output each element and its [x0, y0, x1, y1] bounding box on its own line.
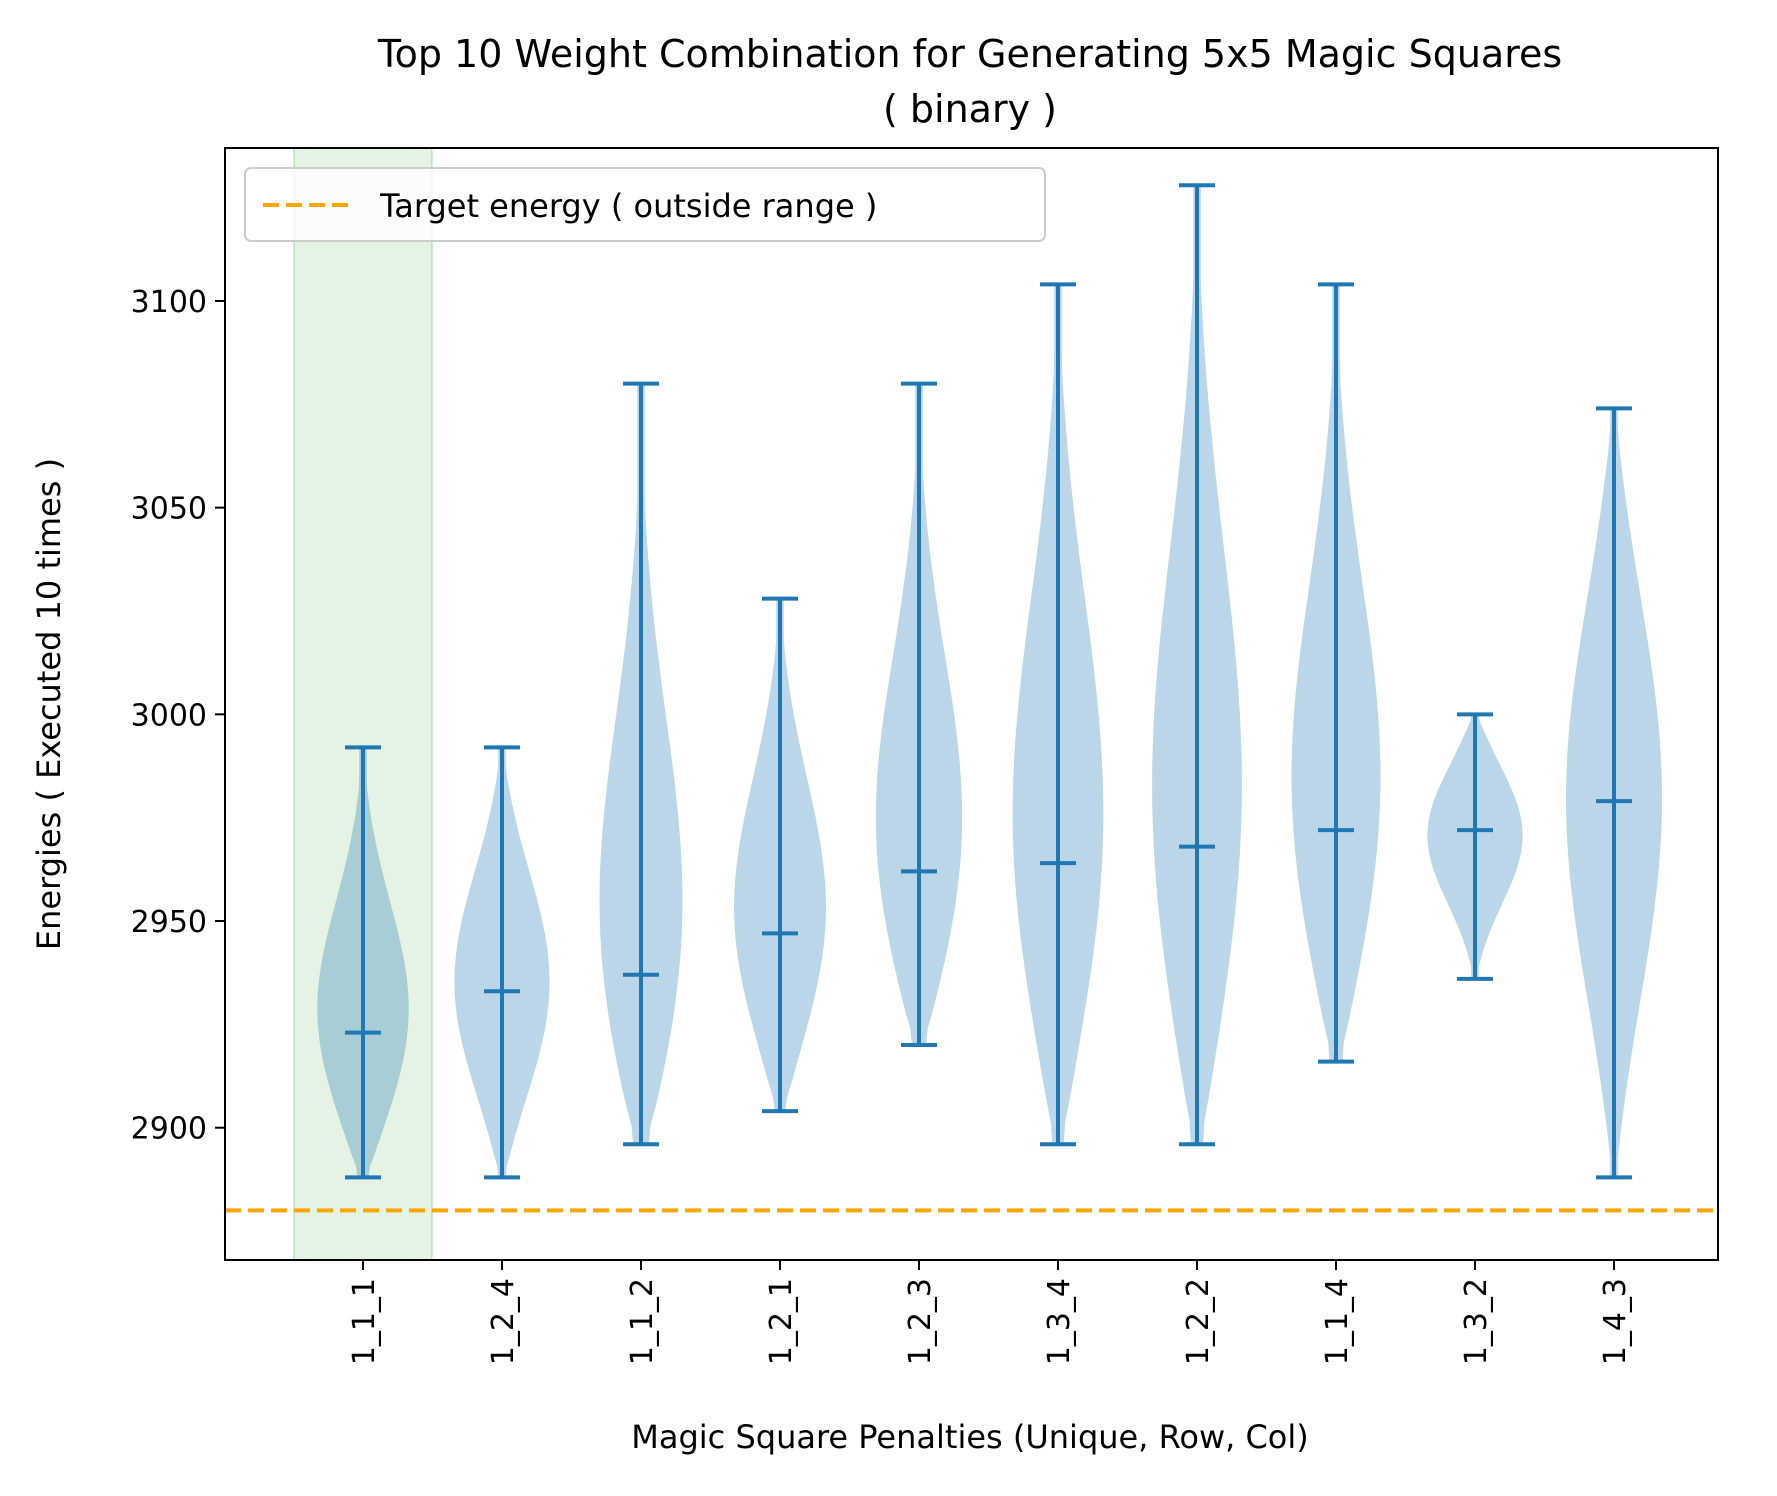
x-tick-label-1_3_4: 1_3_4: [1042, 1278, 1077, 1365]
legend-target-label: Target energy ( outside range ): [379, 187, 877, 225]
chart-subtitle: ( binary ): [883, 87, 1057, 131]
x-tick-label-1_2_3: 1_2_3: [903, 1278, 938, 1365]
violin-group-1_2_2: [1152, 183, 1242, 1147]
x-tick-label-1_1_2: 1_1_2: [625, 1278, 660, 1365]
x-tick-label-1_4_3: 1_4_3: [1598, 1278, 1633, 1365]
legend: Target energy ( outside range ): [244, 167, 1046, 242]
legend-box: [244, 167, 1046, 242]
chart-title: Top 10 Weight Combination for Generating…: [377, 32, 1562, 76]
violin-group-1_2_1: [734, 596, 826, 1114]
violin-group-1_1_1: [317, 745, 409, 1180]
x-tick-label-1_3_2: 1_3_2: [1459, 1278, 1494, 1365]
violin-group-1_1_4: [1291, 282, 1381, 1064]
violin-group-1_3_4: [1012, 282, 1104, 1147]
x-tick-label-1_1_4: 1_1_4: [1320, 1278, 1355, 1365]
violin-layer: [317, 183, 1662, 1180]
plot-frame: [224, 147, 1719, 1261]
x-tick-label-1_1_1: 1_1_1: [347, 1278, 382, 1365]
y-axis-label: Energies ( Executed 10 times ): [30, 458, 68, 950]
violin-group-1_3_2: [1427, 712, 1523, 981]
violin-group-1_2_4: [454, 745, 550, 1180]
y-tick-label-2900: 2900: [131, 1112, 207, 1147]
y-tick-label-2950: 2950: [131, 905, 207, 940]
y-tick-label-3000: 3000: [131, 698, 207, 733]
y-axis: 2900 2950 3000 3050 3100: [131, 285, 225, 1147]
violin-group-1_2_3: [875, 381, 963, 1048]
violin-group-1_4_3: [1566, 406, 1662, 1180]
x-axis-label: Magic Square Penalties (Unique, Row, Col…: [631, 1418, 1309, 1456]
x-tick-label-1_2_4: 1_2_4: [486, 1278, 521, 1365]
y-tick-label-3100: 3100: [131, 285, 207, 320]
violin-group-1_1_2: [599, 381, 683, 1147]
x-axis: 1_1_1 1_2_4 1_1_2 1_2_1 1_2_3 1_3_4 1_2_2 1_1_4…: [347, 1260, 1633, 1365]
x-tick-label-1_2_1: 1_2_1: [764, 1278, 799, 1365]
x-tick-label-1_2_2: 1_2_2: [1181, 1278, 1216, 1365]
y-tick-label-3050: 3050: [131, 492, 207, 527]
